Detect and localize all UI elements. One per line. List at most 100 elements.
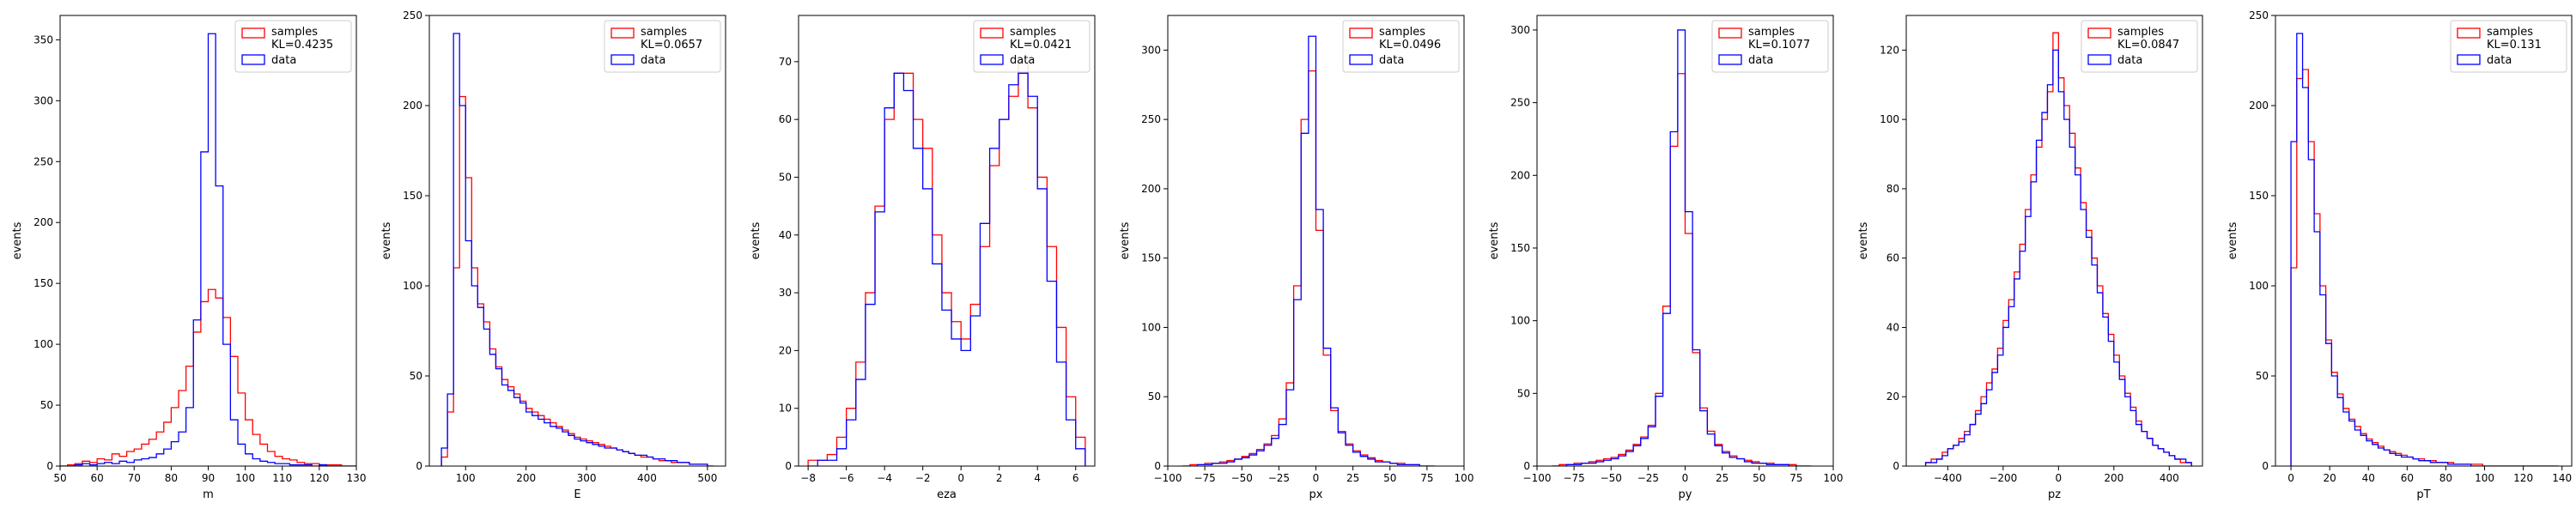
y-tick-label: 50 [779, 171, 792, 183]
x-axis-label: m [203, 488, 214, 501]
y-tick-label: 20 [1886, 391, 1899, 403]
chart-panel-px: −100 −75 −50 −25 0 25 50 75 100 0 50 100 150 200 250 30… [1119, 15, 1473, 501]
x-tick-label: 120 [2513, 472, 2533, 484]
y-tick-label: 0 [1523, 460, 1530, 472]
y-tick-label: 150 [1510, 242, 1530, 254]
x-tick-label: −100 [1154, 472, 1182, 484]
x-tick-label: 20 [2323, 472, 2336, 484]
x-tick-label: 0 [1313, 472, 1320, 484]
legend-swatch-data [611, 54, 635, 65]
histogram-data-pz [1924, 49, 2192, 466]
legend-swatch-data [2457, 54, 2481, 65]
legend-swatch-data [1349, 54, 1373, 65]
y-tick-label: 50 [40, 399, 53, 411]
y-tick-label: 250 [1510, 97, 1530, 109]
y-tick-label: 60 [779, 113, 792, 125]
legend-swatch-data [1718, 54, 1742, 65]
histogram-samples-eza [807, 61, 1086, 466]
legend-swatch-samples [1349, 27, 1373, 39]
histogram-samples-py [1552, 73, 1812, 466]
y-tick-label: 0 [1893, 460, 1899, 472]
legend-label-data: data [2117, 54, 2142, 67]
y-tick-label: 150 [33, 277, 53, 289]
x-tick-label: 200 [516, 472, 536, 484]
x-tick-label: 80 [165, 472, 178, 484]
y-tick-label: 200 [403, 100, 422, 112]
histogram-samples-pz [1924, 32, 2192, 466]
y-tick-label: 150 [1141, 252, 1161, 264]
y-tick-label: 150 [2249, 190, 2269, 202]
y-tick-label: 150 [403, 190, 422, 202]
x-tick-label: −6 [839, 472, 854, 484]
legend-label-data: data [1010, 54, 1035, 67]
x-tick-label: 2 [996, 472, 1003, 484]
y-axis-label: events [1488, 221, 1501, 259]
legend-label-samples: samples [2117, 26, 2164, 39]
axes-frame [798, 15, 1096, 467]
x-tick-label: −50 [1231, 472, 1253, 484]
legend-label-kl: KL=0.0421 [1010, 39, 1072, 52]
histogram-data-py [1552, 29, 1812, 466]
legend-label-kl: KL=0.0657 [641, 39, 702, 52]
x-tick-label: 4 [1034, 472, 1041, 484]
x-tick-label: 100 [235, 472, 255, 484]
y-axis-label: events [2227, 221, 2239, 259]
y-tick-label: 20 [779, 344, 792, 356]
chart-panel-m: 50 60 70 80 90 100 110 120 130050100150200250300… [11, 15, 366, 501]
y-axis-label: events [750, 221, 762, 259]
legend-swatch-samples [1718, 27, 1742, 39]
x-tick-label: 100 [1824, 472, 1844, 484]
axes-frame [428, 15, 726, 467]
x-tick-label: 90 [202, 472, 215, 484]
x-tick-label: 50 [1383, 472, 1396, 484]
x-tick-label: −8 [800, 472, 816, 484]
legend-label-data: data [271, 54, 296, 67]
legend-swatch-samples [2087, 27, 2111, 39]
y-tick-label: 70 [779, 56, 792, 68]
x-tick-label: 0 [2287, 472, 2294, 484]
x-tick-label: 0 [1682, 472, 1689, 484]
y-tick-label: 40 [1886, 321, 1899, 333]
x-axis-label: E [574, 488, 580, 501]
y-tick-label: 100 [2249, 280, 2269, 292]
y-tick-label: 300 [1141, 44, 1161, 56]
y-tick-label: 10 [779, 403, 792, 415]
x-tick-label: 60 [2401, 472, 2414, 484]
legend-swatch-data [2087, 54, 2111, 65]
legend-label-kl: KL=0.1077 [1748, 39, 1810, 52]
y-tick-label: 100 [1880, 113, 1899, 125]
histogram-samples-pt [2290, 69, 2559, 466]
y-axis-label: events [11, 221, 24, 259]
chart-panel-pt: 0 20 40 60 80 100 120 140 0 50 100 150 200 250 pT event… [2227, 9, 2573, 501]
y-tick-label: 0 [2262, 460, 2269, 472]
x-tick-label: 300 [577, 472, 597, 484]
legend-label-data: data [2487, 54, 2512, 67]
axes-frame [2275, 15, 2573, 467]
y-tick-label: 30 [779, 287, 792, 299]
y-tick-label: 50 [2256, 370, 2269, 382]
y-tick-label: 50 [410, 370, 422, 382]
x-tick-label: 130 [347, 472, 367, 484]
y-tick-label: 250 [403, 9, 422, 21]
y-axis-label: events [1119, 221, 1132, 259]
legend-swatch-samples [980, 27, 1004, 39]
y-tick-label: 100 [1141, 321, 1161, 333]
legend-label-samples: samples [1379, 26, 1425, 39]
legend-label-samples: samples [641, 26, 687, 39]
legend-swatch-data [241, 54, 265, 65]
chart-panel-pz: −400 −200 0 200 400 0 20 40 60 80 100 120 pz events sa… [1857, 15, 2203, 501]
legend-label-kl: KL=0.4235 [271, 39, 333, 52]
legend-label-samples: samples [2487, 26, 2533, 39]
x-tick-label: −100 [1523, 472, 1552, 484]
x-tick-label: −25 [1268, 472, 1290, 484]
x-tick-label: −2 [915, 472, 931, 484]
chart-panel-eza: −8 −6 −4 −2 0 2 4 6010203040506070ezaeventssamp… [750, 15, 1096, 501]
y-tick-label: 300 [33, 94, 53, 106]
histogram-samples-e [440, 95, 714, 466]
y-tick-label: 50 [1517, 387, 1530, 399]
